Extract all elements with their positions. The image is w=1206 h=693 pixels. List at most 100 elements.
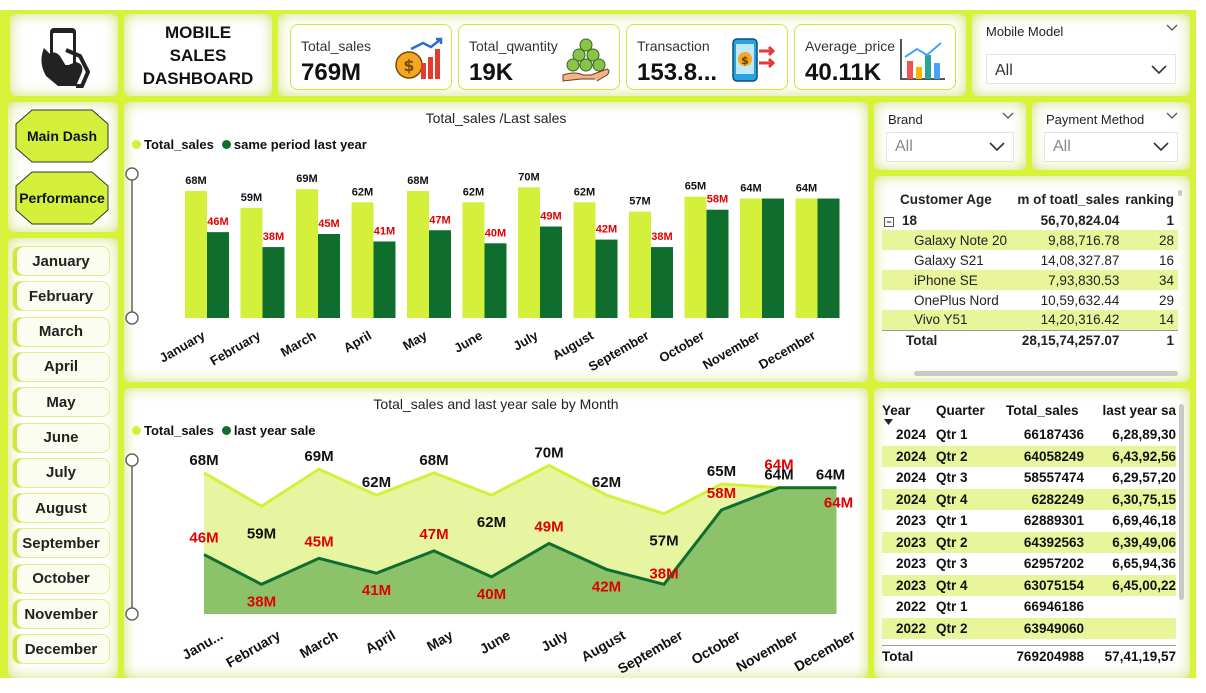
- bar-total-sales[interactable]: [407, 191, 429, 318]
- bar-total-sales[interactable]: [296, 189, 318, 318]
- collapse-icon[interactable]: −: [884, 216, 894, 227]
- table-row[interactable]: OnePlus Nord 10,59,632.44 29: [882, 290, 1178, 310]
- range-slider-handle[interactable]: [125, 167, 139, 181]
- bar-last-year[interactable]: [762, 198, 784, 318]
- month-button[interactable]: June: [12, 422, 110, 453]
- month-button[interactable]: December: [12, 634, 110, 665]
- bar-last-year[interactable]: [429, 230, 451, 318]
- chevron-down-icon[interactable]: [1002, 112, 1014, 120]
- bar-total-sales[interactable]: [795, 198, 818, 318]
- bar-last-year[interactable]: [207, 232, 229, 318]
- month-button[interactable]: July: [12, 457, 110, 488]
- column-header[interactable]: Year: [882, 396, 936, 425]
- month-button[interactable]: February: [12, 281, 110, 312]
- mobile-model-dropdown[interactable]: All: [986, 54, 1176, 84]
- slicer-title: Mobile Model: [986, 24, 1064, 39]
- table-row[interactable]: iPhone SE 7,93,830.53 34: [882, 270, 1178, 290]
- range-slider-handle[interactable]: [125, 311, 139, 325]
- table-row[interactable]: 2022 Qtr 2 63949060: [882, 617, 1176, 639]
- kpi-average-price[interactable]: Average_price 40.11K: [794, 24, 956, 90]
- column-header[interactable]: last year sa: [1102, 402, 1176, 418]
- kpi-transaction[interactable]: Transaction 153.8... $: [626, 24, 788, 90]
- month-button[interactable]: January: [12, 246, 110, 276]
- table-row[interactable]: 2023 Qtr 2 64392563 6,39,49,06: [882, 531, 1176, 553]
- bar-total-sales[interactable]: [351, 202, 374, 318]
- table-cell: 2024: [882, 445, 936, 467]
- legend-label: same period last year: [233, 137, 367, 152]
- bar-last-year[interactable]: [484, 243, 507, 318]
- legend-item[interactable]: Total_sales: [132, 423, 214, 438]
- month-button[interactable]: March: [12, 316, 110, 347]
- table-cell: 6,45,00,22: [1092, 574, 1176, 596]
- bar-total-sales[interactable]: [462, 202, 485, 318]
- table-row[interactable]: 2023 Qtr 3 62957202 6,65,94,36: [882, 553, 1176, 575]
- legend-item[interactable]: Total_sales: [132, 137, 214, 152]
- payment-method-dropdown[interactable]: All: [1044, 132, 1178, 162]
- chevron-down-icon[interactable]: [1166, 24, 1178, 32]
- kpi-total-sales[interactable]: Total_sales 769M $: [290, 24, 452, 90]
- kpi-total-quantity[interactable]: Total_qwantity 19K: [458, 24, 620, 90]
- month-button[interactable]: November: [12, 599, 110, 629]
- chevron-down-icon[interactable]: [1166, 112, 1178, 120]
- bar-total-sales[interactable]: [573, 202, 596, 318]
- legend-item[interactable]: last year sale: [221, 423, 316, 438]
- vertical-scrollbar[interactable]: [1179, 404, 1184, 600]
- bar-total-sales[interactable]: [629, 211, 651, 318]
- column-header[interactable]: Quarter: [936, 402, 985, 418]
- table-cell: Galaxy Note 20: [882, 230, 1013, 250]
- table-row[interactable]: 2024 Qtr 4 6282249 6,30,75,15: [882, 488, 1176, 510]
- data-label-total: 69M: [296, 173, 317, 185]
- main-dash-button[interactable]: Main Dash: [14, 108, 110, 164]
- column-header[interactable]: ranking: [1125, 191, 1174, 207]
- line-total-sales[interactable]: [203, 463, 837, 516]
- table-row[interactable]: Galaxy Note 20 9,88,716.78 28: [882, 230, 1178, 250]
- bar-total-sales[interactable]: [240, 207, 263, 318]
- column-header[interactable]: Customer Age: [900, 191, 992, 207]
- table-row[interactable]: 2022 Qtr 1 66946186: [882, 596, 1176, 618]
- bar-total-sales[interactable]: [185, 191, 207, 318]
- kpi-strip: Total_sales 769M $ Total_qwantity 19K: [278, 14, 966, 96]
- table-row[interactable]: 2024 Qtr 2 64058249 6,43,92,56: [882, 445, 1176, 467]
- table-row[interactable]: 2023 Qtr 1 62889301 6,69,46,18: [882, 510, 1176, 532]
- bar-last-year[interactable]: [817, 198, 840, 318]
- horizontal-scrollbar[interactable]: [914, 371, 1178, 376]
- bar-total-sales[interactable]: [518, 187, 540, 318]
- table-row[interactable]: −18 56,70,824.04 1: [882, 210, 1178, 230]
- bar-last-year[interactable]: [318, 234, 340, 318]
- data-label-total: 68M: [189, 452, 218, 469]
- title-line-3: DASHBOARD: [142, 68, 254, 88]
- table-cell: 2024: [882, 488, 936, 510]
- bar-last-year[interactable]: [651, 247, 673, 318]
- month-button[interactable]: May: [12, 387, 110, 418]
- month-button[interactable]: October: [12, 563, 110, 594]
- bar-last-year[interactable]: [373, 241, 396, 318]
- title-line-1: MOBILE: [164, 22, 232, 42]
- bar-last-year[interactable]: [262, 247, 285, 318]
- table-row[interactable]: 2024 Qtr 1 66187436 6,28,89,30: [882, 424, 1176, 446]
- column-header[interactable]: m of toatl_sales: [1017, 191, 1120, 207]
- brand-dropdown[interactable]: All: [886, 132, 1014, 162]
- line-last-year[interactable]: [203, 486, 837, 586]
- table-row[interactable]: Vivo Y51 14,20,316.42 14: [882, 310, 1178, 330]
- table-row[interactable]: 2023 Qtr 4 63075154 6,45,00,22: [882, 574, 1176, 596]
- bar-last-year[interactable]: [540, 226, 562, 318]
- table-row[interactable]: Galaxy S21 14,08,327.87 16: [882, 250, 1178, 270]
- range-slider-handle[interactable]: [125, 607, 139, 621]
- phone-hand-icon: [41, 28, 91, 88]
- month-button[interactable]: April: [12, 351, 110, 382]
- month-button[interactable]: August: [12, 493, 110, 524]
- table-row[interactable]: 2024 Qtr 3 58557474 6,29,57,20: [882, 467, 1176, 489]
- performance-button[interactable]: Performance: [14, 170, 110, 226]
- month-button[interactable]: September: [12, 528, 110, 559]
- group-cell[interactable]: −18: [882, 210, 1012, 230]
- bar-last-year[interactable]: [706, 209, 729, 318]
- bar-last-year[interactable]: [595, 239, 618, 318]
- table-cell: Qtr 1: [936, 599, 968, 615]
- bar-total-sales[interactable]: [684, 196, 707, 318]
- range-slider-handle[interactable]: [125, 453, 139, 467]
- table-cell: 6,65,94,36: [1112, 556, 1176, 572]
- column-header[interactable]: Total_sales: [1006, 402, 1079, 418]
- vertical-scrollbar[interactable]: [1178, 190, 1182, 196]
- legend-item[interactable]: same period last year: [221, 137, 367, 152]
- bar-total-sales[interactable]: [740, 198, 762, 318]
